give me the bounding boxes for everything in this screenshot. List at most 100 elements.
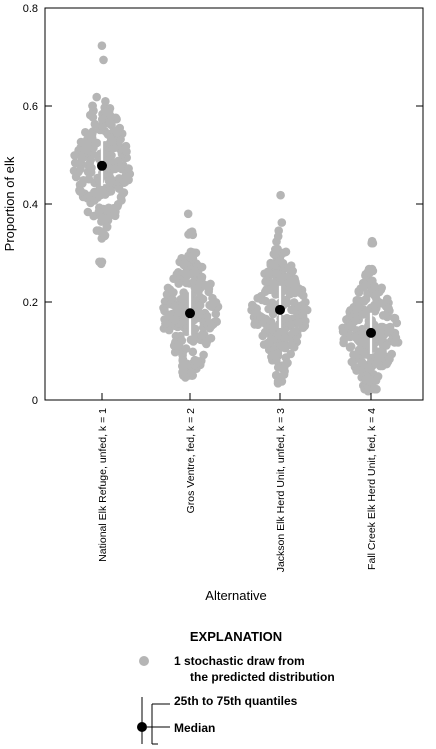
draw-point bbox=[108, 136, 117, 146]
draw-point bbox=[269, 249, 279, 259]
draw-point bbox=[88, 101, 97, 111]
draw-point bbox=[207, 321, 217, 330]
draw-point bbox=[346, 321, 356, 331]
draw-point bbox=[338, 327, 348, 336]
draw-point bbox=[351, 332, 360, 342]
draw-point bbox=[359, 282, 368, 292]
draw-point bbox=[371, 376, 381, 385]
legend-median-label: Median bbox=[174, 721, 215, 735]
legend-title: EXPLANATION bbox=[190, 629, 282, 644]
draw-point bbox=[363, 267, 373, 277]
draw-point bbox=[198, 294, 208, 304]
draw-point bbox=[197, 331, 206, 340]
draw-point bbox=[194, 309, 204, 318]
legend-draw-label-1: 1 stochastic draw from bbox=[174, 654, 305, 668]
draw-point bbox=[92, 92, 101, 102]
draw-point bbox=[164, 310, 174, 320]
x-tick-label: Gros Ventre, fed, k = 2 bbox=[185, 408, 197, 514]
draw-point bbox=[301, 316, 310, 326]
draw-point bbox=[199, 350, 208, 360]
draw-point bbox=[124, 164, 133, 173]
draw-point bbox=[277, 218, 287, 227]
draw-point bbox=[268, 260, 278, 269]
draw-point bbox=[122, 147, 131, 156]
draw-point bbox=[101, 107, 111, 117]
draw-point bbox=[384, 304, 393, 313]
draw-point bbox=[84, 174, 94, 184]
draw-point bbox=[300, 304, 309, 313]
draw-point bbox=[112, 126, 121, 136]
draw-point bbox=[371, 290, 381, 300]
draw-point bbox=[285, 289, 295, 299]
draw-point bbox=[181, 344, 191, 353]
draw-point bbox=[194, 286, 203, 296]
draw-point bbox=[382, 341, 391, 350]
draw-point bbox=[360, 348, 370, 358]
draw-point bbox=[190, 355, 200, 365]
draw-point bbox=[181, 373, 190, 382]
draw-point bbox=[179, 259, 189, 268]
draw-point bbox=[361, 374, 371, 384]
draw-point bbox=[276, 190, 285, 200]
draw-point bbox=[97, 228, 106, 237]
draw-point bbox=[211, 298, 221, 307]
draw-point bbox=[268, 350, 277, 360]
draw-point bbox=[186, 335, 196, 345]
draw-point bbox=[378, 311, 388, 320]
draw-point bbox=[371, 359, 381, 368]
draw-point bbox=[186, 320, 196, 330]
draw-point bbox=[274, 226, 284, 235]
draw-point bbox=[191, 268, 200, 278]
draw-point bbox=[370, 306, 380, 316]
y-tick-label: 0.6 bbox=[23, 101, 38, 113]
x-tick-label: Fall Creek Elk Herd Unit, fed, k = 4 bbox=[366, 408, 378, 570]
draw-point bbox=[110, 164, 120, 174]
draw-point bbox=[109, 143, 119, 153]
y-axis-ticks: 0 0.2 0.4 0.6 0.8 bbox=[23, 3, 423, 407]
x-tick-label: Jackson Elk Herd Unit, unfed, k = 3 bbox=[275, 408, 287, 572]
draw-point bbox=[90, 189, 100, 198]
y-tick-label: 0.4 bbox=[23, 199, 38, 211]
draw-point bbox=[184, 230, 193, 239]
draw-point bbox=[263, 338, 273, 348]
draw-point bbox=[370, 281, 379, 291]
draw-point bbox=[169, 288, 178, 297]
draw-point bbox=[376, 332, 386, 341]
draw-point bbox=[277, 341, 287, 351]
draw-point bbox=[288, 266, 298, 276]
legend-median-marker bbox=[137, 722, 147, 732]
draw-point bbox=[269, 278, 278, 288]
draw-point bbox=[120, 177, 130, 187]
draw-point bbox=[70, 151, 79, 160]
draw-point bbox=[363, 386, 373, 396]
draw-point bbox=[90, 196, 99, 205]
quartile-layer bbox=[100, 134, 373, 354]
draw-point bbox=[289, 298, 299, 307]
draw-point bbox=[98, 213, 107, 223]
draw-point bbox=[390, 338, 399, 347]
draw-point bbox=[272, 237, 281, 246]
draw-point bbox=[76, 164, 85, 174]
draw-point bbox=[170, 315, 180, 325]
draw-point bbox=[77, 154, 86, 163]
draw-point bbox=[253, 293, 262, 303]
draw-point bbox=[273, 379, 283, 388]
draw-point bbox=[97, 41, 107, 50]
draw-point bbox=[284, 278, 294, 288]
draw-point bbox=[268, 309, 278, 319]
draw-point bbox=[276, 326, 286, 336]
y-axis-title: Proportion of elk bbox=[2, 156, 17, 251]
draw-point bbox=[392, 318, 402, 328]
draw-point bbox=[258, 331, 268, 341]
draw-point bbox=[182, 327, 191, 337]
draw-point bbox=[187, 371, 197, 380]
draw-point bbox=[261, 296, 270, 306]
legend-quartile-label: 25th to 75th quantiles bbox=[174, 694, 298, 708]
median-point bbox=[185, 308, 195, 319]
draw-point bbox=[290, 327, 300, 336]
x-axis-ticks: National Elk Refuge, unfed, k = 1 Gros Ve… bbox=[97, 393, 378, 572]
x-axis-title: Alternative bbox=[205, 588, 266, 603]
draw-point bbox=[104, 176, 114, 185]
draw-point bbox=[174, 279, 183, 288]
